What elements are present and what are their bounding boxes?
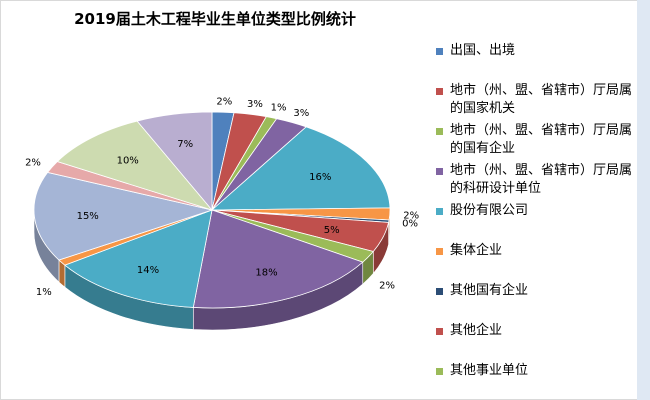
legend-swatch — [436, 168, 443, 175]
pie-data-label: 3% — [247, 99, 263, 110]
legend-label: 地市（州、盟、省辖市）厅局属的国家机关 — [450, 83, 633, 116]
pie-data-label: 16% — [309, 172, 331, 183]
pie-slice — [64, 209, 213, 308]
legend-item: 股份有限公司 — [436, 202, 641, 220]
pie-data-label: 0% — [402, 219, 418, 230]
pie-data-label: 15% — [77, 211, 99, 222]
pie-data-label: 14% — [137, 265, 159, 276]
pie-data-label: 5% — [324, 225, 340, 236]
legend-label: 其他国有企业 — [450, 283, 529, 298]
pie-data-label: 2% — [216, 97, 232, 108]
pie-data-label: 2% — [403, 210, 419, 221]
legend-label: 股份有限公司 — [450, 203, 529, 218]
pie-data-label: 1% — [271, 103, 287, 114]
pie-slice — [33, 171, 214, 261]
legend-item: 地市（州、盟、省辖市）厅局属的国家机关 — [436, 82, 641, 118]
legend-item: 其他事业单位 — [436, 362, 641, 380]
pie-data-label: 1% — [36, 287, 52, 298]
legend-swatch — [436, 48, 443, 55]
pie-data-label: 10% — [117, 156, 139, 167]
pie-data-label: 7% — [177, 139, 193, 150]
legend-swatch — [436, 248, 443, 255]
legend-item: 其他企业 — [436, 322, 641, 340]
pie-data-label: 3% — [293, 108, 309, 119]
chart-title: 2019届土木工程毕业生单位类型比例统计 — [74, 10, 356, 28]
legend-label: 其他事业单位 — [450, 363, 529, 378]
legend-swatch — [436, 328, 443, 335]
legend-item: 地市（州、盟、省辖市）厅局属的国有企业 — [436, 122, 641, 158]
pie-data-label: 2% — [379, 281, 395, 292]
pie-slice — [56, 120, 214, 211]
legend-swatch — [436, 128, 443, 135]
legend-label: 出国、出境 — [450, 43, 516, 58]
legend-swatch — [436, 368, 443, 375]
pie-slice — [210, 126, 391, 211]
legend-label: 地市（州、盟、省辖市）厅局属的国有企业 — [450, 123, 633, 156]
window-edge — [637, 0, 650, 400]
pie-data-label: 2% — [25, 158, 41, 169]
legend-swatch — [436, 208, 443, 215]
legend-label: 集体企业 — [450, 243, 503, 258]
legend-swatch — [436, 288, 443, 295]
legend-swatch — [436, 88, 443, 95]
pie-data-label: 18% — [255, 268, 277, 279]
legend-item: 地市（州、盟、省辖市）厅局属的科研设计单位 — [436, 162, 641, 198]
pie-tops — [33, 111, 391, 309]
pie-slice — [136, 111, 213, 212]
legend-label: 其他企业 — [450, 323, 503, 338]
legend-item: 其他国有企业 — [436, 282, 641, 300]
legend-label: 地市（州、盟、省辖市）厅局属的科研设计单位 — [450, 163, 633, 196]
pie-slice — [192, 209, 364, 309]
legend-item: 集体企业 — [436, 242, 641, 260]
legend-item: 出国、出境 — [436, 42, 641, 60]
